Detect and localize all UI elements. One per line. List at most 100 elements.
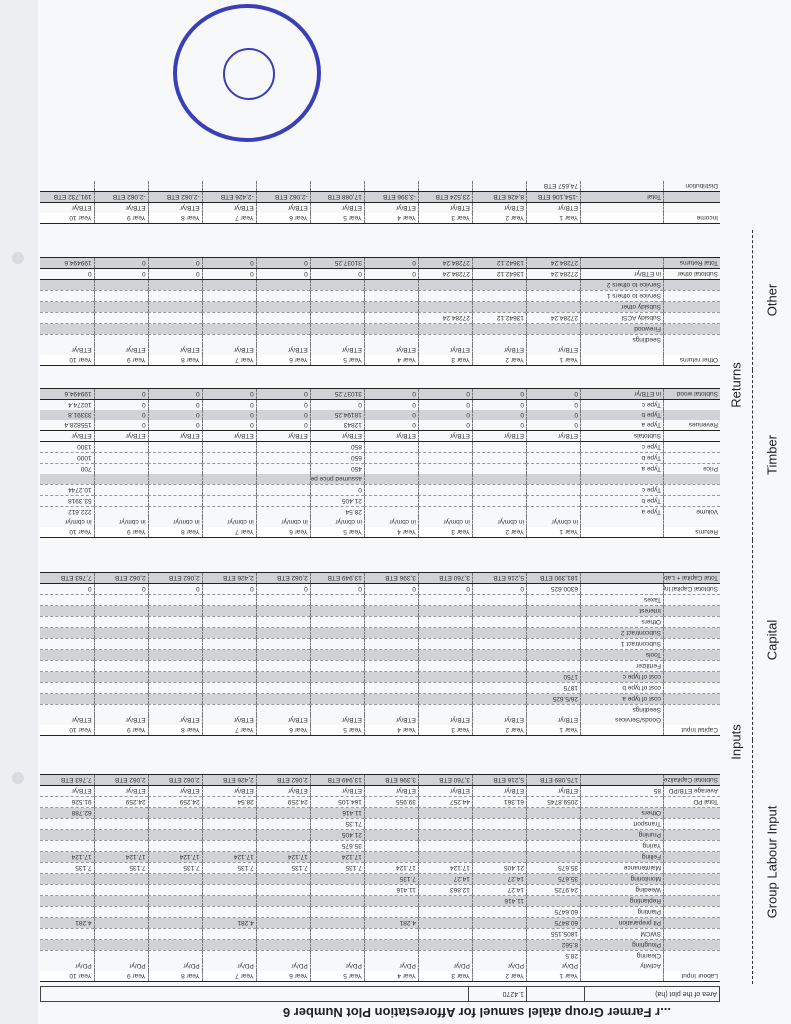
value-cell <box>256 818 311 830</box>
value-cell <box>40 627 95 639</box>
value-cell: Year 2 <box>472 213 527 224</box>
capital-side-label: Capital <box>752 540 791 740</box>
price-row: Type b 650 1000 <box>40 452 720 464</box>
value-cell <box>418 594 473 606</box>
value-cell <box>364 312 419 324</box>
value-cell <box>256 495 311 507</box>
value-cell: 3,396 ETB <box>364 572 419 584</box>
value-cell <box>472 693 527 705</box>
value-cell: ETB/yr <box>148 715 203 725</box>
row-group-label <box>663 605 720 617</box>
value-cell: ETB/yr <box>472 785 527 797</box>
average-row: Average ETB/PD 85 ETB/yr ETB/yr ETB/yr ETB/yr… <box>40 785 720 797</box>
capital-row: cost of type c 1750 <box>40 671 720 683</box>
value-cell: 4.281 <box>40 917 95 929</box>
row-label <box>580 572 664 584</box>
row-group-label: Subtotal wood <box>663 388 720 400</box>
row-label: Type a <box>580 463 664 474</box>
value-cell <box>148 807 203 819</box>
value-cell: 28.5 <box>526 950 581 961</box>
value-cell <box>202 829 257 841</box>
row-label: Taxes <box>580 594 664 606</box>
value-cell: Year 9 <box>94 527 149 538</box>
value-cell <box>364 704 419 715</box>
value-cell: 0 <box>94 388 149 400</box>
value-cell: ETB/yr <box>310 430 365 442</box>
value-cell <box>472 301 527 313</box>
value-cell: 0 <box>472 583 527 595</box>
value-cell: -2,426 ETB <box>202 191 257 203</box>
value-cell: 0 <box>364 388 419 400</box>
value-cell: Year 1 <box>526 527 581 538</box>
value-cell <box>364 627 419 639</box>
row-label: Ploughing <box>580 939 664 951</box>
value-cell: ETB/yr <box>148 202 203 213</box>
value-cell: 155828.4 <box>40 420 95 431</box>
value-cell: 24.259 <box>94 796 149 808</box>
value-cell: 17.124 <box>202 851 257 863</box>
value-cell <box>148 452 203 464</box>
value-cell <box>148 884 203 896</box>
value-cell: 27284.24 <box>418 312 473 324</box>
value-cell: in cbm/yr <box>40 517 95 527</box>
value-cell: 17.124 <box>148 851 203 863</box>
value-cell: 0 <box>364 257 419 269</box>
value-cell: 11.416 <box>472 895 527 907</box>
volume-row: Volume Type a 28.54 222.612 <box>40 506 720 517</box>
row-group-label <box>664 203 721 214</box>
value-cell <box>364 323 419 335</box>
row-label: Pit preparation <box>580 917 664 929</box>
value-cell <box>310 950 365 961</box>
value-cell: 8.562 <box>526 939 581 951</box>
value-cell <box>526 323 581 335</box>
official-stamp <box>173 4 321 142</box>
row-label: Planting <box>580 906 664 918</box>
row-label <box>580 517 664 527</box>
value-cell <box>148 279 203 291</box>
value-cell <box>40 895 95 907</box>
value-cell <box>40 301 95 313</box>
row-label <box>580 796 664 808</box>
value-cell: ETB/yr <box>526 202 581 213</box>
value-cell: 0 <box>256 420 311 431</box>
value-cell <box>148 181 203 192</box>
row-group-label <box>663 895 720 907</box>
value-cell: 14.27 <box>418 873 473 885</box>
value-cell: Year 10 <box>40 355 95 366</box>
value-cell <box>526 474 581 485</box>
value-cell <box>256 290 311 302</box>
value-cell <box>310 928 365 940</box>
value-cell: 7.135 <box>256 862 311 874</box>
row-label: Subcontract 2 <box>580 627 664 639</box>
value-cell <box>472 660 527 672</box>
unit-header-row: Goods/Services ETB/yr ETB/yr ETB/yr ETB/yr ET… <box>40 715 720 725</box>
value-cell: 0 <box>526 420 581 431</box>
other-row: Subsidy ACSI 27284.24 13642.12 27284.24 <box>40 312 720 324</box>
value-cell: PD/yr <box>310 961 365 971</box>
value-cell: 13,949 ETB <box>310 774 365 786</box>
row-group-label: Total Capital + Labour Input <box>663 572 720 584</box>
row-group-label <box>663 906 720 918</box>
value-cell: Year 10 <box>40 527 95 538</box>
value-cell: ETB/yr <box>94 715 149 725</box>
value-cell: 27284.24 <box>526 257 581 269</box>
value-cell <box>40 323 95 335</box>
price-note-row: assumed price per cbm <box>40 474 720 485</box>
value-cell: 6300.625 <box>526 583 581 595</box>
value-cell <box>148 594 203 606</box>
total-pd-row: Total PD 2059.8745 61.361 44.257 39.955 164.1… <box>40 796 720 808</box>
value-cell <box>526 441 581 453</box>
value-cell <box>418 484 473 496</box>
unit-header-row: in cbm/yr in cbm/yr in cbm/yr in cbm/yr in c… <box>40 517 720 527</box>
row-label: Type c <box>580 399 664 410</box>
value-cell <box>202 638 257 650</box>
value-cell <box>472 851 527 863</box>
row-label: Interest <box>580 605 664 617</box>
value-cell: Year 7 <box>202 213 257 224</box>
value-cell <box>40 884 95 896</box>
value-cell: 61.361 <box>472 796 527 808</box>
value-cell: 0 <box>364 399 419 410</box>
value-cell <box>148 323 203 335</box>
row-label: Subtotals <box>580 430 664 442</box>
capital-row: Tools <box>40 649 720 661</box>
